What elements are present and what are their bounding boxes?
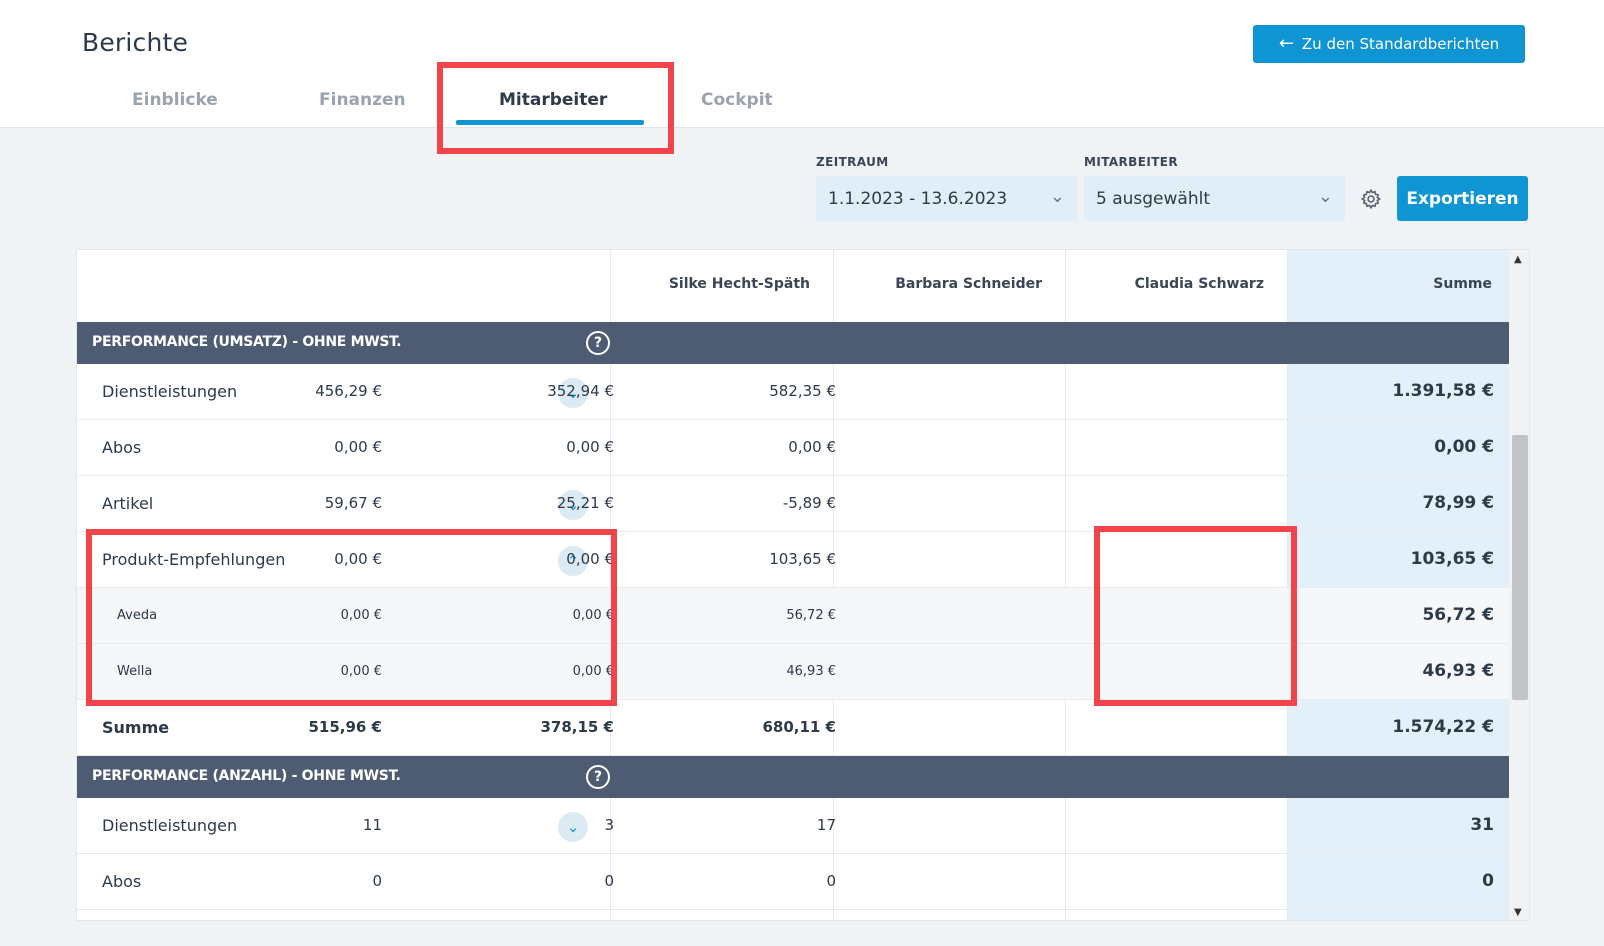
section-header-umsatz: PERFORMANCE (UMSATZ) - OHNE MWST. ?	[77, 322, 1509, 364]
table-row: Abos 0 0 0 0	[77, 854, 1509, 910]
gear-icon	[1360, 188, 1382, 209]
cell-sum: 103,65 €	[1410, 549, 1494, 569]
zeitraum-value: 1.1.2023 - 13.6.2023	[828, 188, 1008, 209]
table-row: Produkt-Empfehlungen ⌃ 0,00 € 0,00 € 103…	[77, 532, 1509, 588]
column-divider	[1287, 250, 1288, 920]
vertical-scrollbar[interactable]: ▲ ▼	[1509, 250, 1529, 920]
mitarbeiter-select[interactable]: 5 ausgewählt ⌄	[1084, 176, 1345, 221]
table-row-sub: Aveda 0,00 € 0,00 € 56,72 € 56,72 €	[77, 588, 1509, 644]
cell-sum: 1.574,22 €	[1392, 717, 1494, 737]
cell-value: 0,00 €	[340, 608, 382, 623]
cell-value: -5,89 €	[782, 494, 836, 512]
cell-sum: 78,99 €	[1422, 493, 1494, 513]
cell-value: 0,00 €	[566, 550, 614, 568]
row-label: Wella	[117, 664, 153, 679]
cell-value: 515,96 €	[308, 718, 382, 736]
scroll-down-icon[interactable]: ▼	[1514, 907, 1522, 918]
mitarbeiter-value: 5 ausgewählt	[1096, 188, 1211, 209]
cell-value: 352,94 €	[547, 382, 614, 400]
cell-value: 25,21 €	[556, 494, 614, 512]
table-row: Dienstleistungen ⌄ 456,29 € 352,94 € 582…	[77, 364, 1509, 420]
chevron-down-icon[interactable]: ⌄	[558, 490, 588, 520]
cell-value: 11	[362, 816, 382, 834]
chevron-down-icon: ⌄	[1317, 186, 1333, 207]
row-label: Aveda	[117, 608, 158, 623]
zeitraum-select[interactable]: 1.1.2023 - 13.6.2023 ⌄	[816, 176, 1077, 221]
cell-value: 59,67 €	[324, 494, 382, 512]
cell-sum: 1.391,58 €	[1392, 381, 1494, 401]
row-label: Abos	[102, 872, 142, 891]
export-button[interactable]: Exportieren	[1397, 176, 1528, 221]
chevron-down-icon[interactable]: ⌄	[558, 378, 588, 408]
column-header-silke: Silke Hecht-Späth	[668, 276, 810, 292]
cell-value: 0,00 €	[572, 608, 614, 623]
table-row: Dienstleistungen ⌄ 11 3 17 31	[77, 798, 1509, 854]
section-header-anzahl: PERFORMANCE (ANZAHL) - OHNE MWST. ?	[77, 756, 1509, 798]
mitarbeiter-label: MITARBEITER	[1084, 155, 1179, 169]
section-title: PERFORMANCE (ANZAHL) - OHNE MWST.	[92, 768, 401, 784]
zeitraum-label: ZEITRAUM	[816, 155, 889, 169]
back-to-standard-reports-button[interactable]: ← Zu den Standardberichten	[1253, 25, 1525, 63]
cell-value: 0	[826, 872, 836, 890]
table-row-sub: Wella 0,00 € 0,00 € 46,93 € 46,93 €	[77, 644, 1509, 700]
cell-value: 680,11 €	[762, 718, 836, 736]
cell-value: 378,15 €	[540, 718, 614, 736]
chevron-down-icon[interactable]: ⌄	[558, 812, 588, 842]
scrollbar-thumb[interactable]	[1512, 435, 1528, 700]
cell-value: 0	[372, 872, 382, 890]
cell-value: 0,00 €	[566, 438, 614, 456]
tab-einblicke[interactable]: Einblicke	[132, 90, 218, 110]
cell-sum: 31	[1470, 815, 1494, 835]
arrow-left-icon: ←	[1278, 33, 1294, 54]
cell-sum: 0	[1482, 871, 1494, 891]
row-label: Abos	[102, 438, 142, 457]
cell-value: 582,35 €	[769, 382, 836, 400]
row-label: Dienstleistungen	[102, 382, 238, 401]
top-bar: Berichte ← Zu den Standardberichten Einb…	[0, 0, 1604, 128]
cell-sum: 56,72 €	[1422, 605, 1494, 625]
column-divider	[610, 250, 611, 920]
cell-value: 103,65 €	[769, 550, 836, 568]
chevron-up-icon[interactable]: ⌃	[558, 546, 588, 576]
cell-value: 46,93 €	[786, 664, 836, 679]
cell-value: 17	[816, 816, 836, 834]
tab-cockpit[interactable]: Cockpit	[701, 90, 773, 110]
cell-value: 0	[604, 872, 614, 890]
row-label: Dienstleistungen	[102, 816, 238, 835]
table-row-total: Summe 515,96 € 378,15 € 680,11 € 1.574,2…	[77, 700, 1509, 756]
cell-value: 0,00 €	[788, 438, 836, 456]
cell-value: 0,00 €	[572, 664, 614, 679]
help-icon[interactable]: ?	[586, 331, 610, 355]
tab-finanzen[interactable]: Finanzen	[319, 90, 406, 110]
column-header-summe: Summe	[1433, 276, 1492, 292]
page-title: Berichte	[82, 28, 189, 57]
cell-value: 56,72 €	[786, 608, 836, 623]
tab-mitarbeiter[interactable]: Mitarbeiter	[499, 90, 608, 110]
back-button-label: Zu den Standardberichten	[1301, 35, 1500, 53]
cell-value: 0,00 €	[340, 664, 382, 679]
table-row: Abos 0,00 € 0,00 € 0,00 € 0,00 €	[77, 420, 1509, 476]
column-header-barbara: Barbara Schneider	[895, 276, 1042, 292]
section-title: PERFORMANCE (UMSATZ) - OHNE MWST.	[92, 334, 402, 350]
cell-value: 3	[604, 816, 614, 834]
settings-button[interactable]	[1352, 176, 1390, 221]
cell-sum: 0,00 €	[1434, 437, 1494, 457]
cell-value: 456,29 €	[315, 382, 382, 400]
row-label: Artikel	[102, 494, 154, 513]
chevron-down-icon: ⌄	[1049, 186, 1065, 207]
table-row: Artikel ⌄ 59,67 € 25,21 € -5,89 € 78,99 …	[77, 476, 1509, 532]
report-table: Silke Hecht-Späth Barbara Schneider Clau…	[76, 249, 1530, 921]
scroll-up-icon[interactable]: ▲	[1514, 254, 1522, 265]
column-header-claudia: Claudia Schwarz	[1134, 276, 1264, 292]
cell-value: 0,00 €	[334, 438, 382, 456]
help-icon[interactable]: ?	[586, 765, 610, 789]
cell-sum: 46,93 €	[1422, 661, 1494, 681]
cell-value: 0,00 €	[334, 550, 382, 568]
column-divider	[833, 250, 834, 920]
row-label: Produkt-Empfehlungen	[102, 550, 286, 569]
active-tab-indicator	[456, 120, 644, 125]
row-label: Summe	[102, 718, 170, 737]
column-divider	[1065, 250, 1066, 920]
